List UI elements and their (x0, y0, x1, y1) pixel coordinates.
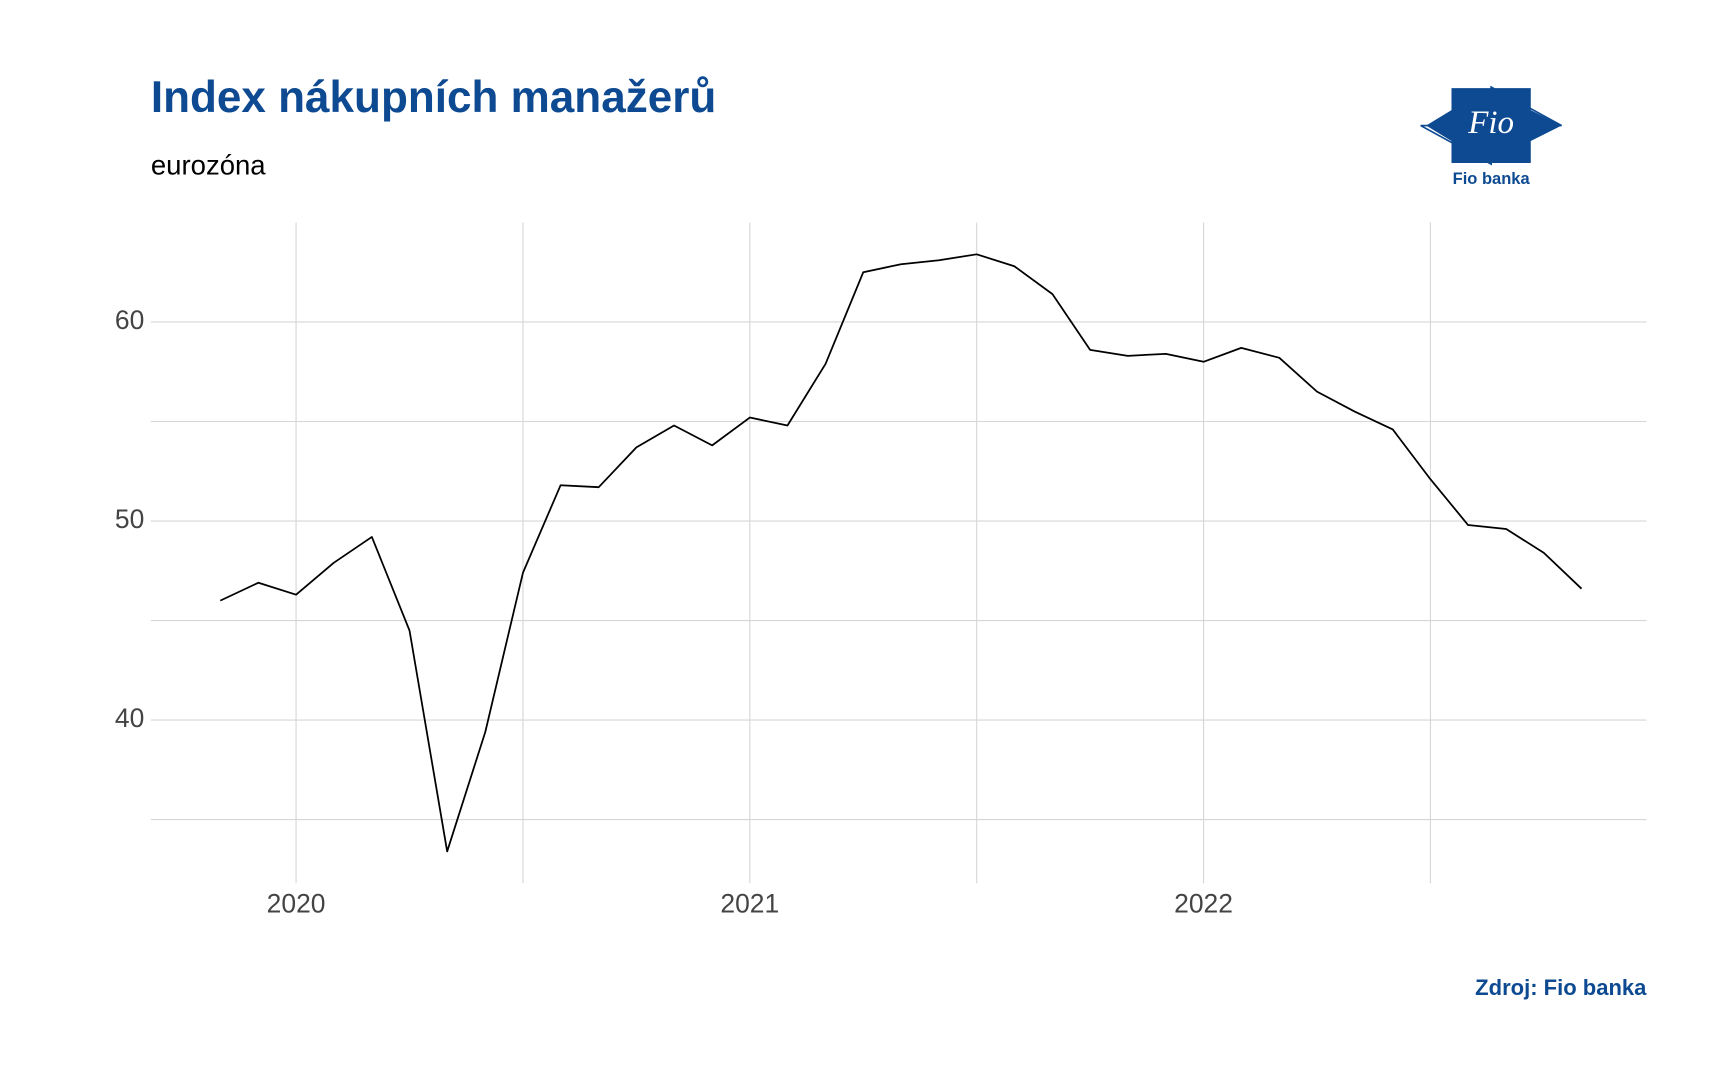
logo: Fio Fio banka (1420, 85, 1563, 188)
plot-area: 40 50 60 2020 2021 2022 (115, 222, 1647, 918)
logo-shape (1426, 88, 1562, 163)
chart-subtitle: eurozóna (151, 150, 266, 181)
source-note: Zdroj: Fio banka (1475, 975, 1647, 1000)
y-tick-label: 50 (115, 504, 144, 534)
logo-name: Fio banka (1453, 170, 1531, 188)
x-tick-label: 2020 (267, 888, 326, 918)
x-tick-label: 2022 (1174, 888, 1233, 918)
chart-title: Index nákupních manažerů (151, 73, 716, 122)
data-line (219, 253, 1583, 853)
y-tick-label: 40 (115, 703, 144, 733)
x-tick-label: 2021 (720, 888, 779, 918)
logo-mark: Fio (1467, 105, 1514, 141)
y-tick-label: 60 (115, 305, 144, 335)
